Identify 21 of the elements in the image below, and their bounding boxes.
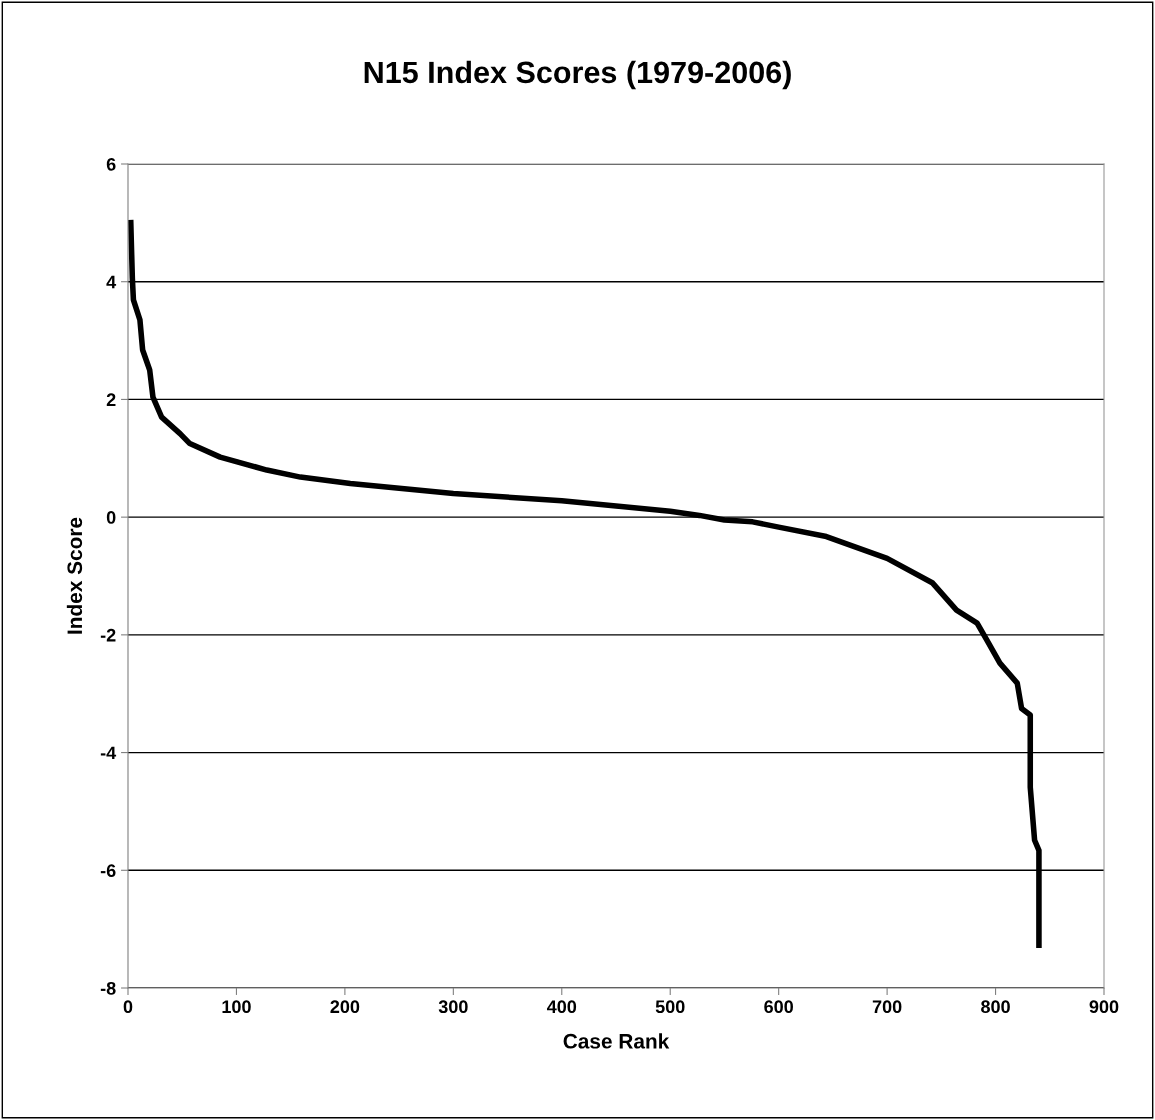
- x-tick-label: 200: [330, 1000, 360, 1014]
- x-tick-label: 900: [1089, 1000, 1119, 1014]
- y-tick-label: -8: [100, 981, 116, 995]
- y-tick-label: -4: [100, 746, 117, 760]
- x-tick-label: 100: [222, 1000, 251, 1014]
- y-tick-label: -2: [100, 628, 116, 642]
- x-tick-label: 400: [546, 1000, 577, 1014]
- y-tick-label: 0: [106, 511, 116, 524]
- x-tick-label: 700: [872, 1000, 902, 1014]
- y-axis-title: Index Score: [66, 517, 83, 634]
- x-tick-label: 600: [764, 1000, 793, 1014]
- chart-title: N15 Index Scores (1979-2006): [364, 60, 791, 90]
- y-tick-label: -6: [100, 864, 116, 878]
- x-tick-label: 800: [981, 1000, 1010, 1014]
- y-tick-label: 4: [106, 275, 117, 289]
- x-tick-label: 300: [438, 1000, 468, 1014]
- y-tick-label: 2: [106, 393, 116, 406]
- y-tick-label: 6: [106, 157, 116, 171]
- x-tick-label: 500: [655, 1000, 685, 1014]
- x-tick-label: 0: [123, 1000, 133, 1014]
- x-axis-title: Case Rank: [563, 1033, 670, 1049]
